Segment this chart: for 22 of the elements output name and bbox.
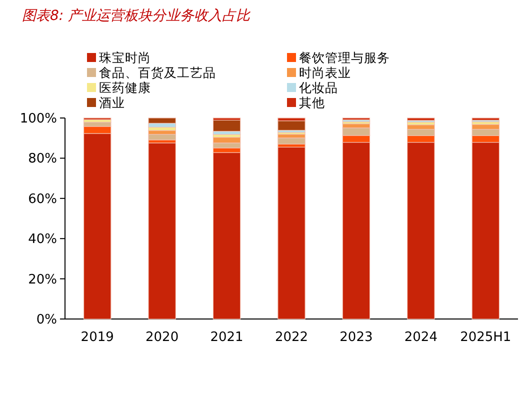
legend-label: 珠宝时尚 — [99, 50, 151, 65]
y-tick-label: 20% — [28, 272, 57, 288]
y-tick-label: 0% — [36, 312, 57, 328]
x-tick-label: 2025H1 — [460, 330, 512, 345]
x-tick-label: 2023 — [340, 330, 373, 345]
legend-label: 食品、百货及工艺品 — [99, 65, 216, 80]
legend-label: 医药健康 — [99, 80, 151, 95]
legend-label: 酒业 — [99, 95, 125, 110]
y-tick-label: 80% — [28, 152, 57, 167]
x-tick-label: 2022 — [274, 330, 308, 345]
y-tick-label: 40% — [28, 232, 57, 248]
title: 图表8: 产业运营板块分业务收入占比 — [22, 8, 250, 24]
legend-label: 化妆品 — [299, 80, 338, 95]
legend-label: 其他 — [299, 95, 325, 110]
x-tick-label: 2024 — [404, 330, 438, 345]
x-tick-label: 2021 — [210, 330, 244, 345]
legend-label: 餐饮管理与服务 — [299, 50, 390, 65]
x-tick-label: 2019 — [80, 330, 114, 345]
y-tick-label: 100% — [20, 112, 57, 126]
y-tick-label: 60% — [28, 192, 57, 207]
legend-label: 时尚表业 — [299, 65, 351, 80]
x-tick-label: 2020 — [146, 330, 179, 345]
